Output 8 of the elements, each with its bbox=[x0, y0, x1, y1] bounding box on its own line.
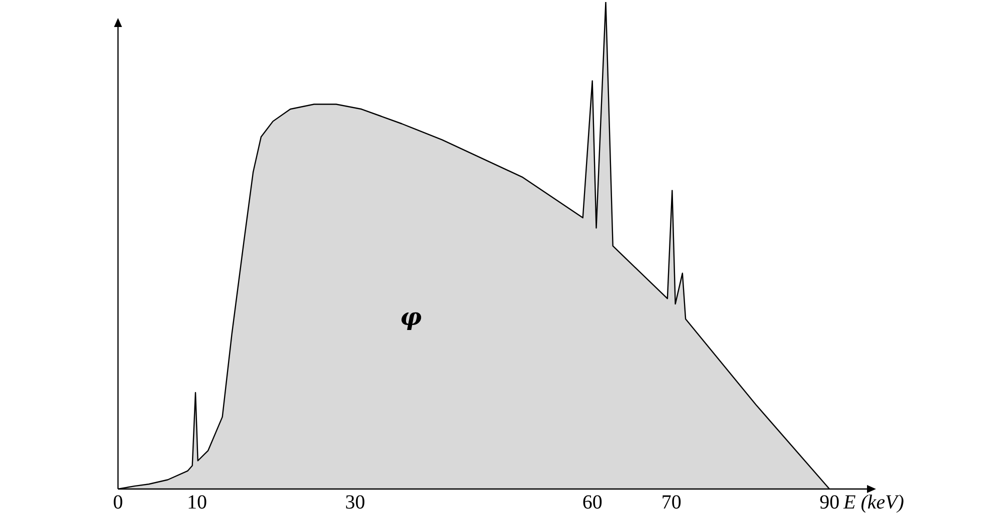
x-axis-title: E (keV) bbox=[842, 491, 904, 514]
x-tick-label: 90 bbox=[819, 491, 840, 514]
x-tick-label: 0 bbox=[113, 491, 123, 514]
x-tick-label: 70 bbox=[661, 491, 682, 514]
x-tick-label: 10 bbox=[187, 491, 208, 514]
annotation: φ bbox=[400, 302, 422, 331]
x-tick-label: 30 bbox=[345, 491, 366, 514]
x-tick-label: 60 bbox=[582, 491, 602, 514]
